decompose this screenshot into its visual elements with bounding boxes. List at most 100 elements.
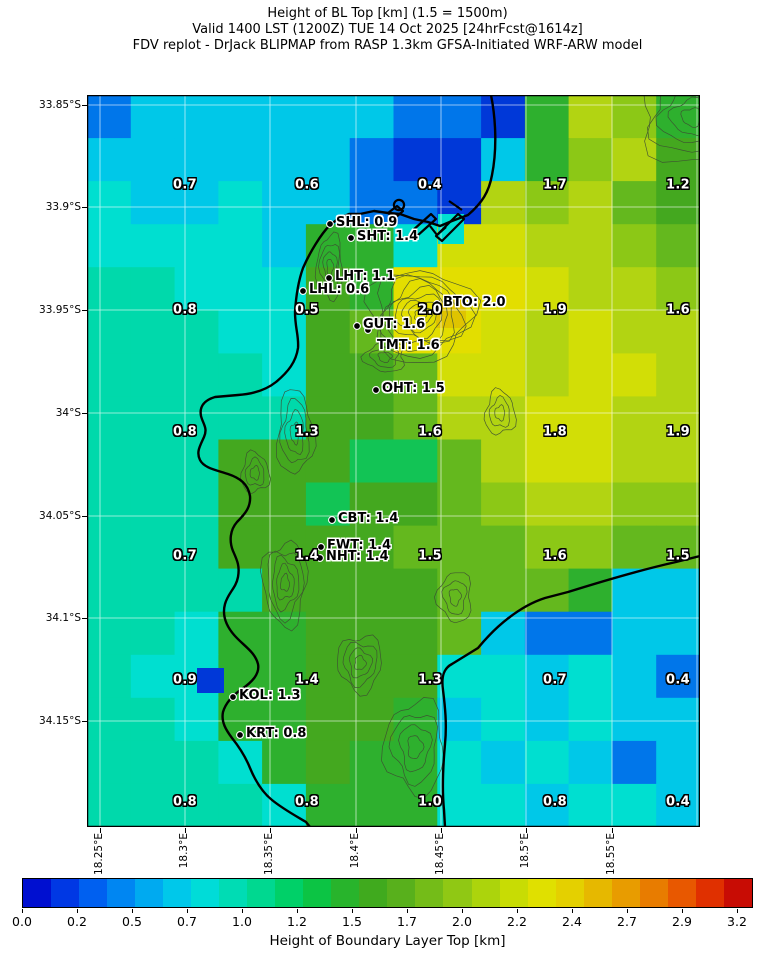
contour-line xyxy=(381,278,455,344)
heat-cell xyxy=(87,439,132,484)
heat-cell xyxy=(262,181,307,225)
heat-cell xyxy=(349,654,395,699)
heat-cell xyxy=(130,310,176,354)
heat-cell xyxy=(218,783,263,827)
heat-cell xyxy=(481,482,526,527)
station-label: BTO: 2.0 xyxy=(443,295,506,310)
heat-cell xyxy=(612,482,657,527)
heat-cell xyxy=(218,740,263,785)
grid-value-label: 1.4 xyxy=(295,548,319,564)
heat-cell xyxy=(305,568,351,613)
heat-cell xyxy=(481,353,526,398)
colorbar-segment xyxy=(79,879,108,907)
colorbar-tick xyxy=(242,909,243,913)
heat-cell xyxy=(568,525,613,570)
heat-cell xyxy=(130,181,176,225)
grid-value-label: 1.4 xyxy=(295,672,319,688)
colorbar-segment xyxy=(611,879,640,907)
heat-cell xyxy=(656,611,700,656)
heat-cell xyxy=(130,224,176,268)
heat-cell xyxy=(87,482,132,527)
heat-cell xyxy=(568,740,613,785)
colorbar-tick-label: 2.7 xyxy=(617,914,637,929)
x-axis-tick-label: 18.45°E xyxy=(434,833,446,875)
coastline-false-bay xyxy=(441,554,700,827)
heat-cell xyxy=(656,224,700,268)
heat-cell xyxy=(130,138,176,182)
heat-cell xyxy=(305,353,351,398)
heat-cell xyxy=(262,611,307,656)
heat-cell xyxy=(656,181,700,225)
contour-line xyxy=(259,539,309,632)
colorbar-segment xyxy=(443,879,472,907)
heat-cell xyxy=(305,95,351,139)
heat-cell xyxy=(174,267,219,311)
heat-cell xyxy=(218,396,263,441)
heat-cell xyxy=(612,353,657,398)
contour-line xyxy=(337,634,382,697)
grid-value-label: 1.8 xyxy=(543,424,567,440)
heat-cell xyxy=(218,267,263,311)
colorbar-segment xyxy=(163,879,192,907)
station-label: CBT: 1.4 xyxy=(338,511,399,526)
heat-cell xyxy=(305,439,351,484)
contour-line xyxy=(441,580,468,615)
heat-cell xyxy=(130,396,176,441)
heat-cell xyxy=(349,697,395,742)
heat-cell xyxy=(656,783,700,827)
heat-cell xyxy=(174,95,219,139)
heat-cell xyxy=(568,697,613,742)
heat-cell xyxy=(568,353,613,398)
y-axis-tick xyxy=(82,617,87,619)
heat-cell xyxy=(87,224,132,268)
y-axis-tick-label: 34°S xyxy=(55,407,81,419)
colorbar-tick-label: 1.7 xyxy=(397,914,417,929)
y-axis-tick-label: 33.85°S xyxy=(39,99,81,111)
contour-layer xyxy=(240,95,700,799)
station-dot xyxy=(372,386,380,394)
x-axis-tick xyxy=(611,828,613,833)
station-dot xyxy=(364,326,372,334)
heat-cell xyxy=(437,568,482,613)
grid-value-label: 1.2 xyxy=(666,177,690,193)
colorbar-segment xyxy=(135,879,164,907)
contour-line xyxy=(667,96,700,137)
heat-cell-layer xyxy=(87,95,700,827)
heat-cell xyxy=(349,138,395,182)
station-dot xyxy=(328,516,336,524)
contour-line xyxy=(244,456,265,487)
heat-cell xyxy=(130,740,176,785)
x-axis-tick-label: 18.55°E xyxy=(605,833,617,875)
heat-cell xyxy=(349,568,395,613)
x-axis-tick xyxy=(355,828,357,833)
colorbar-segment xyxy=(247,879,276,907)
heat-cell xyxy=(174,697,219,742)
colorbar-tick xyxy=(187,909,188,913)
heat-cell xyxy=(130,611,176,656)
heat-cell xyxy=(612,783,657,827)
chart-title: Height of BL Top [km] (1.5 = 1500m) xyxy=(267,6,508,21)
heat-cell xyxy=(481,611,526,656)
heat-cell xyxy=(218,525,263,570)
grid-value-label: 0.7 xyxy=(543,672,567,688)
heat-cell xyxy=(349,95,395,139)
heat-cell xyxy=(656,568,700,613)
heat-cell xyxy=(87,740,132,785)
heat-cell xyxy=(612,439,657,484)
x-axis-tick-label: 18.3°E xyxy=(178,833,190,869)
station-label: SHL: 0.9 xyxy=(336,215,398,230)
heat-cell xyxy=(437,95,482,139)
contour-line xyxy=(401,299,439,334)
heat-cell xyxy=(349,396,395,441)
heat-cell xyxy=(87,697,132,742)
heat-cell xyxy=(524,697,570,742)
heat-cell xyxy=(87,181,132,225)
heat-cell xyxy=(656,310,700,354)
station-label: OHT: 1.5 xyxy=(382,381,445,396)
contour-line xyxy=(360,341,405,373)
heat-cell xyxy=(305,396,351,441)
heat-cell xyxy=(612,654,657,699)
contour-line xyxy=(354,654,367,670)
y-axis-tick-label: 34.15°S xyxy=(39,715,81,727)
contour-line xyxy=(643,95,700,163)
